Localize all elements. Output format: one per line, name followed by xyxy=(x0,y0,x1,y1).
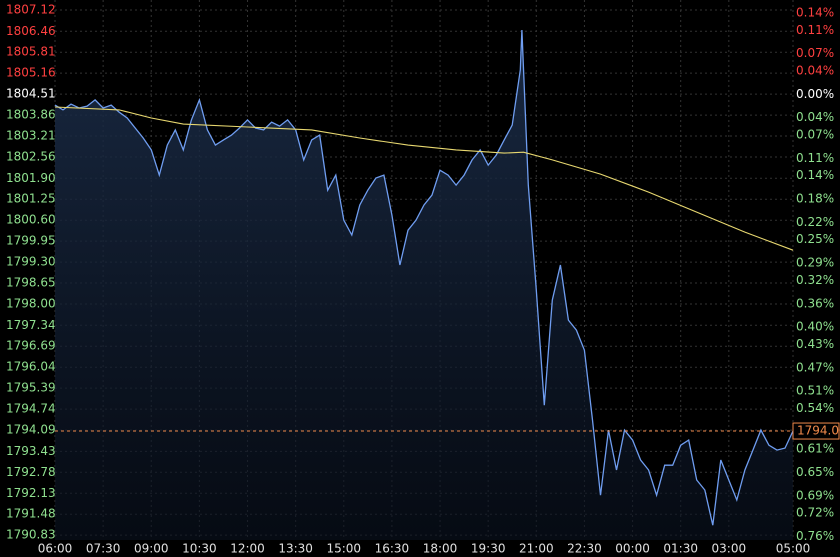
y2-tick-label: 0.04% xyxy=(796,110,834,124)
x-tick-label: 07:30 xyxy=(86,542,121,556)
y-tick-label: 1792.78 xyxy=(6,465,56,479)
x-tick-label: 18:00 xyxy=(423,542,458,556)
y2-tick-label: 0.11% xyxy=(796,151,834,165)
x-tick-label: 13:30 xyxy=(278,542,313,556)
y2-tick-label: 0.61% xyxy=(796,442,834,456)
y-tick-label: 1799.95 xyxy=(6,234,56,248)
x-tick-label: 00:00 xyxy=(615,542,650,556)
y-tick-label: 1804.51 xyxy=(6,87,56,101)
y2-tick-label: 0.54% xyxy=(796,401,834,415)
y-tick-label: 1803.21 xyxy=(6,129,56,143)
line xyxy=(54,29,794,526)
y2-tick-label: 0.43% xyxy=(796,337,834,351)
y2-tick-label: 0.11% xyxy=(796,23,834,37)
y2-tick-label: 0.25% xyxy=(796,232,834,246)
y2-tick-label: 0.72% xyxy=(796,506,834,520)
y-tick-label: 1798.65 xyxy=(6,276,56,290)
y2-tick-label: 0.07% xyxy=(796,46,834,60)
y-tick-label: 1795.39 xyxy=(6,381,56,395)
line xyxy=(54,106,794,251)
x-tick-label: 05:00 xyxy=(776,542,811,556)
y-tick-label: 1794.74 xyxy=(6,402,56,416)
y-tick-label: 1799.30 xyxy=(6,255,56,269)
y-tick-label: 1796.04 xyxy=(6,360,56,374)
y2-tick-label: 0.04% xyxy=(796,63,834,77)
y-tick-label: 1802.56 xyxy=(6,150,56,164)
x-tick-label: 09:00 xyxy=(134,542,169,556)
x-tick-label: 15:00 xyxy=(326,542,361,556)
y2-tick-label: 0.32% xyxy=(796,273,834,287)
y-tick-label: 1803.86 xyxy=(6,108,56,122)
last-price-tag xyxy=(792,422,840,440)
y-tick-label: 1801.25 xyxy=(6,192,56,206)
x-tick-label: 03:00 xyxy=(712,542,747,556)
y2-tick-label: 0.29% xyxy=(796,256,834,270)
area xyxy=(55,30,793,540)
y-tick-label: 1797.34 xyxy=(6,318,56,332)
y2-tick-label: 0.07% xyxy=(796,128,834,142)
last-price-label: 1794.06 xyxy=(797,424,840,438)
x-tick-label: 22:30 xyxy=(567,542,602,556)
y-tick-label: 1790.83 xyxy=(6,528,56,542)
y-tick-label: 1805.81 xyxy=(6,45,56,59)
y2-tick-label: 0.69% xyxy=(796,488,834,502)
y-tick-label: 1800.60 xyxy=(6,213,56,227)
y-tick-label: 1791.48 xyxy=(6,507,56,521)
y-tick-label: 1805.16 xyxy=(6,66,56,80)
y2-tick-label: 0.51% xyxy=(796,384,834,398)
y-tick-label: 1801.90 xyxy=(6,171,56,185)
x-tick-label: 21:00 xyxy=(519,542,554,556)
y-tick-label: 1796.69 xyxy=(6,339,56,353)
y2-tick-label: 0.65% xyxy=(796,465,834,479)
y-tick-label: 1792.13 xyxy=(6,486,56,500)
y2-tick-label: 0.18% xyxy=(796,192,834,206)
y-tick-label: 1807.12 xyxy=(6,2,56,16)
y-tick-label: 1806.46 xyxy=(6,24,56,38)
y2-tick-label: 0.47% xyxy=(796,360,834,374)
x-tick-label: 12:00 xyxy=(230,542,265,556)
y2-tick-label: 0.40% xyxy=(796,320,834,334)
y2-tick-label: 0.14% xyxy=(796,5,834,19)
y-tick-label: 1794.09 xyxy=(6,423,56,437)
y-tick-label: 1793.43 xyxy=(6,444,56,458)
y-tick-label: 1798.00 xyxy=(6,297,56,311)
x-tick-label: 19:30 xyxy=(471,542,506,556)
x-tick-label: 10:30 xyxy=(182,542,217,556)
y2-tick-label: 0.14% xyxy=(796,168,834,182)
y2-tick-label: 0.00% xyxy=(796,87,834,101)
y2-tick-label: 0.36% xyxy=(796,296,834,310)
y2-tick-label: 0.22% xyxy=(796,215,834,229)
x-tick-label: 01:30 xyxy=(663,542,698,556)
y2-tick-label: 0.76% xyxy=(796,529,834,543)
x-tick-label: 06:00 xyxy=(38,542,73,556)
x-tick-label: 16:30 xyxy=(375,542,410,556)
